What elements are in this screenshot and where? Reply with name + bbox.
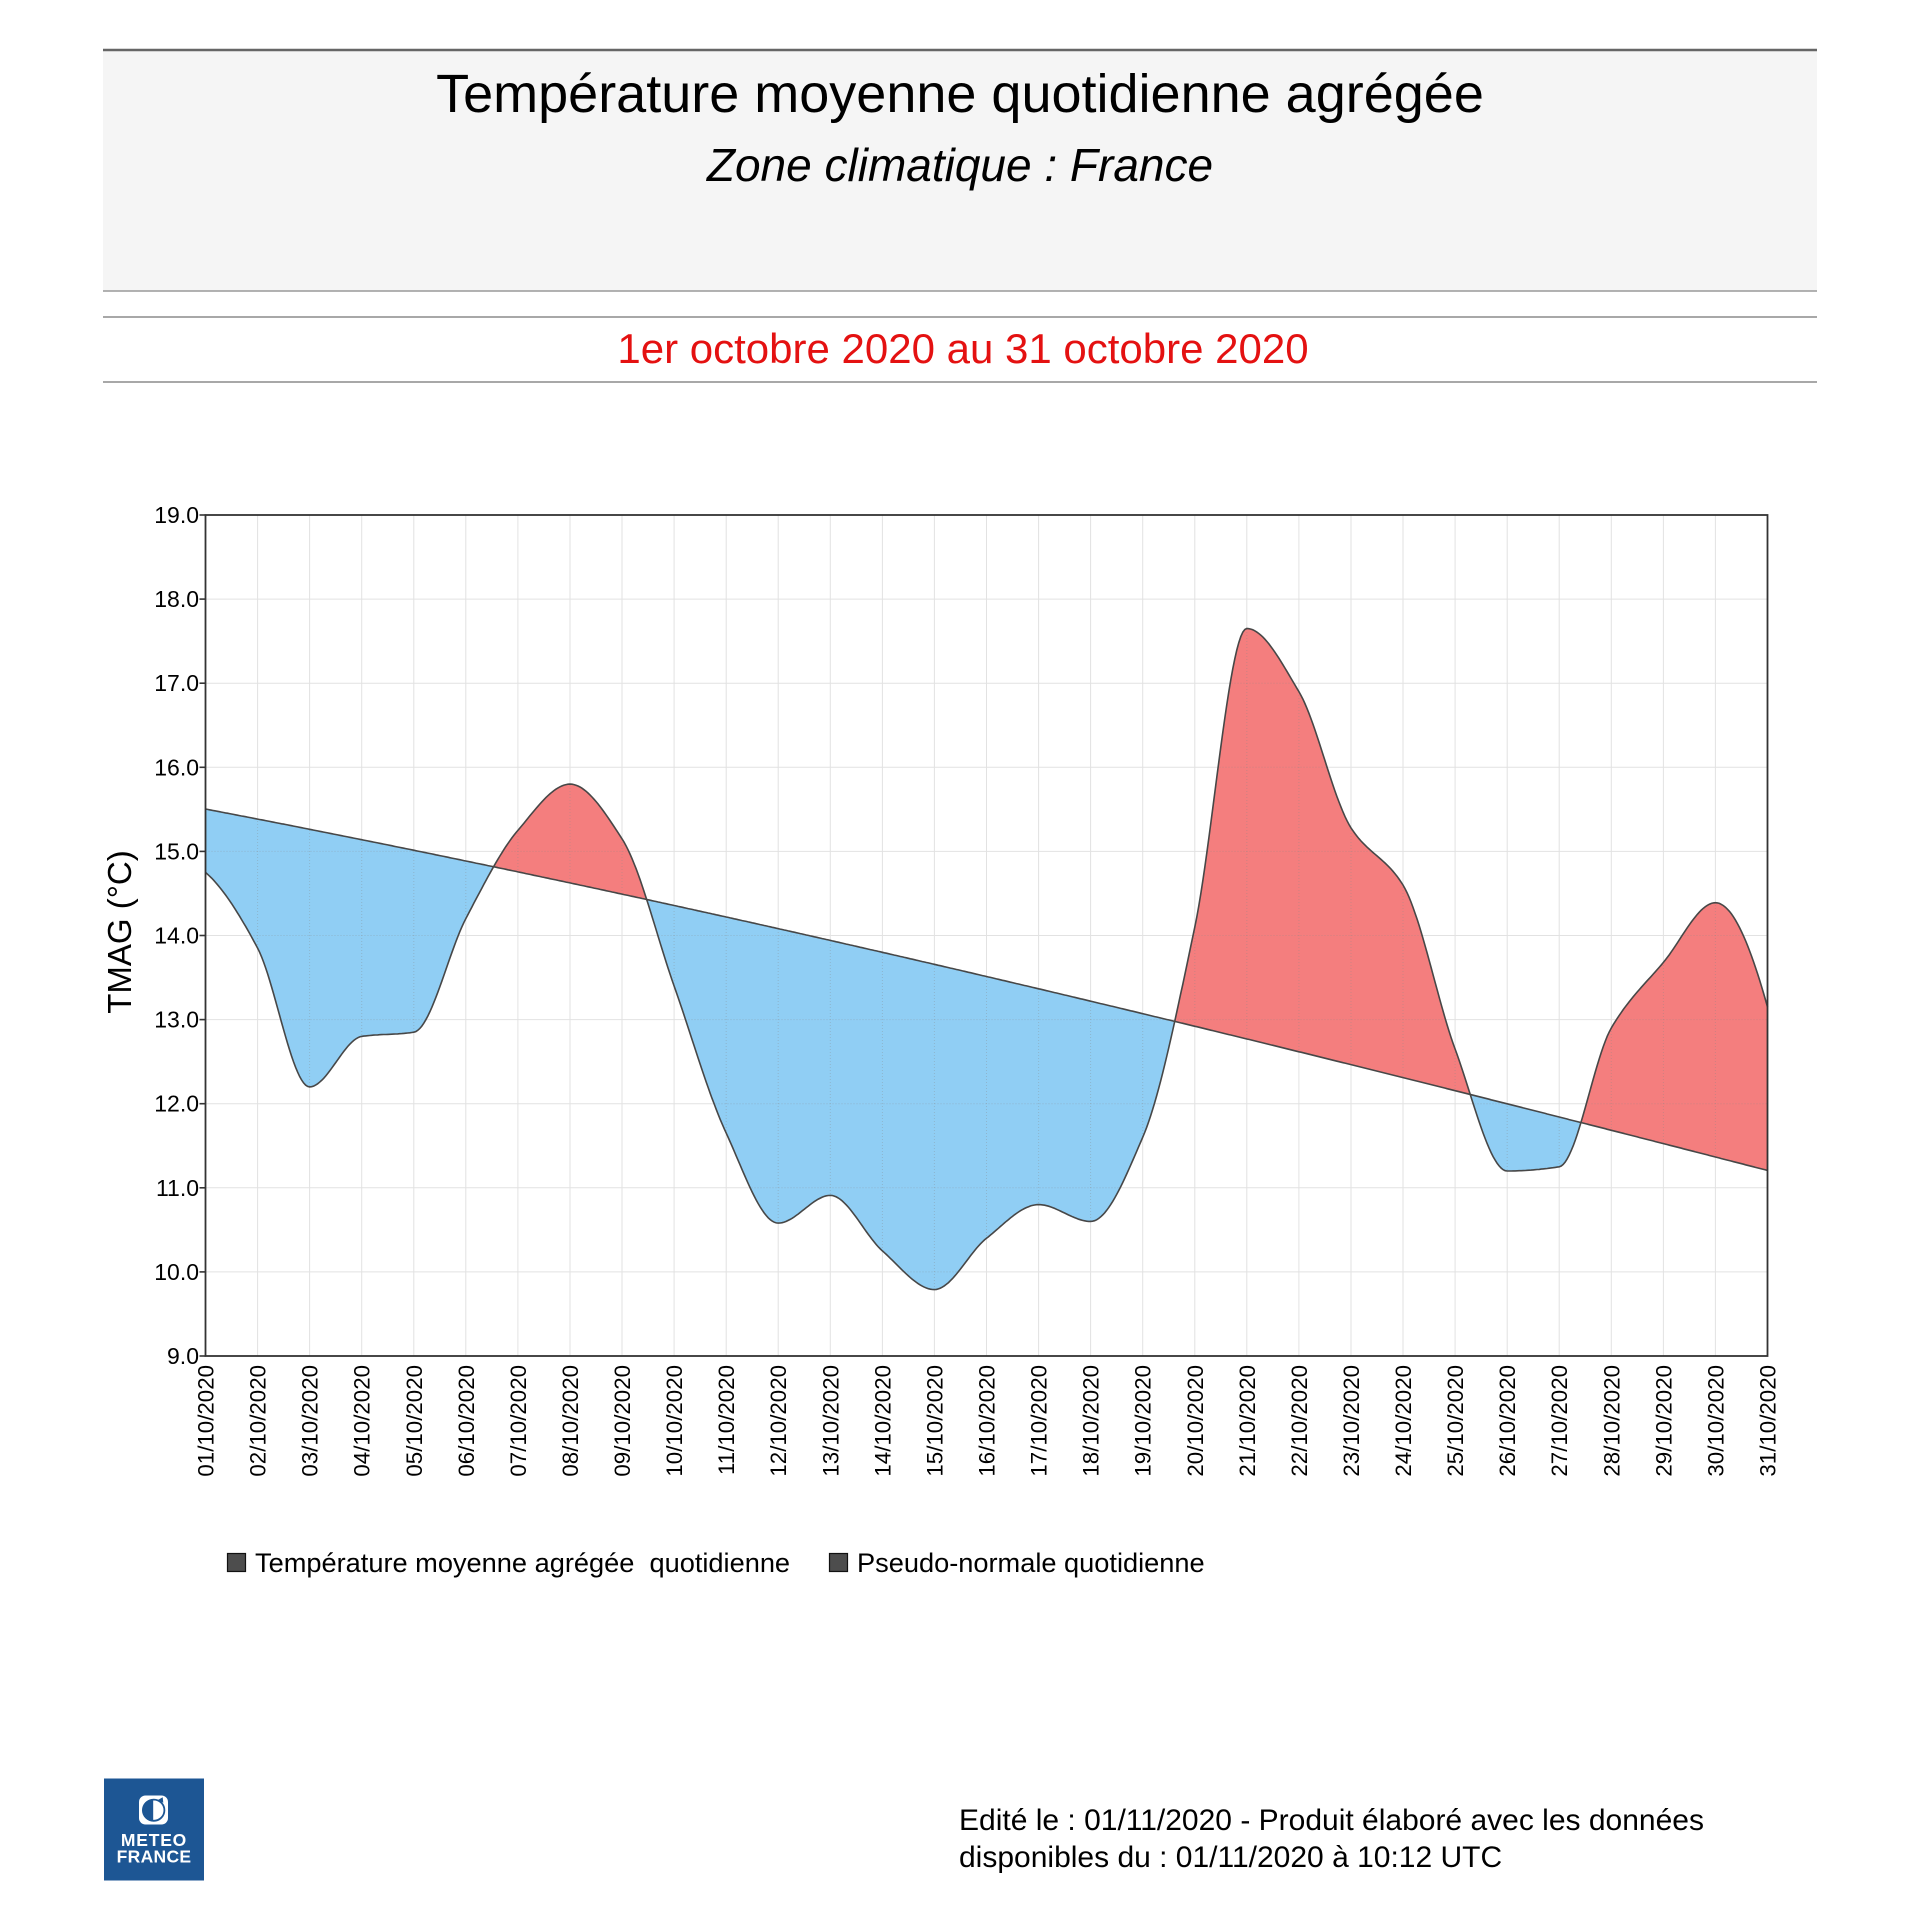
svg-text:14.0: 14.0 (154, 923, 199, 949)
svg-text:20/10/2020: 20/10/2020 (1183, 1365, 1208, 1477)
svg-text:25/10/2020: 25/10/2020 (1443, 1365, 1468, 1477)
svg-text:13.0: 13.0 (154, 1007, 199, 1033)
svg-text:disponibles du : 01/11/2020 à: disponibles du : 01/11/2020 à 10:12 UTC (959, 1841, 1502, 1874)
svg-text:30/10/2020: 30/10/2020 (1703, 1365, 1728, 1477)
svg-text:03/10/2020: 03/10/2020 (298, 1365, 323, 1477)
svg-text:21/10/2020: 21/10/2020 (1235, 1365, 1260, 1477)
svg-text:17/10/2020: 17/10/2020 (1027, 1365, 1052, 1477)
svg-text:11/10/2020: 11/10/2020 (714, 1365, 739, 1475)
svg-text:10/10/2020: 10/10/2020 (662, 1365, 687, 1477)
svg-text:12.0: 12.0 (154, 1091, 199, 1117)
svg-text:Pseudo-normale quotidienne: Pseudo-normale quotidienne (857, 1547, 1205, 1578)
svg-text:28/10/2020: 28/10/2020 (1599, 1365, 1624, 1477)
svg-text:05/10/2020: 05/10/2020 (402, 1365, 427, 1477)
svg-text:26/10/2020: 26/10/2020 (1495, 1365, 1520, 1477)
svg-text:10.0: 10.0 (154, 1259, 199, 1285)
svg-text:14/10/2020: 14/10/2020 (870, 1365, 895, 1477)
svg-text:22/10/2020: 22/10/2020 (1287, 1365, 1312, 1477)
svg-text:29/10/2020: 29/10/2020 (1651, 1365, 1676, 1477)
svg-text:08/10/2020: 08/10/2020 (558, 1365, 583, 1477)
svg-text:16.0: 16.0 (154, 754, 199, 780)
svg-text:13/10/2020: 13/10/2020 (818, 1365, 843, 1477)
svg-text:1er octobre 2020 au 31 octobre: 1er octobre 2020 au 31 octobre 2020 (617, 325, 1308, 372)
svg-text:15.0: 15.0 (154, 838, 199, 864)
svg-text:16/10/2020: 16/10/2020 (975, 1365, 1000, 1477)
svg-text:9.0: 9.0 (167, 1343, 199, 1369)
svg-text:31/10/2020: 31/10/2020 (1756, 1365, 1781, 1477)
svg-text:01/10/2020: 01/10/2020 (194, 1365, 219, 1477)
svg-text:09/10/2020: 09/10/2020 (610, 1365, 635, 1477)
svg-text:15/10/2020: 15/10/2020 (922, 1365, 947, 1477)
svg-text:27/10/2020: 27/10/2020 (1547, 1365, 1572, 1477)
svg-text:12/10/2020: 12/10/2020 (766, 1365, 791, 1477)
svg-text:24/10/2020: 24/10/2020 (1391, 1365, 1416, 1477)
svg-text:07/10/2020: 07/10/2020 (506, 1365, 531, 1477)
svg-text:18/10/2020: 18/10/2020 (1079, 1365, 1104, 1477)
svg-text:17.0: 17.0 (154, 670, 199, 696)
svg-text:06/10/2020: 06/10/2020 (454, 1365, 479, 1477)
svg-text:Température moyenne agrégée q: Température moyenne agrégée quotidienne (255, 1547, 790, 1578)
svg-text:18.0: 18.0 (154, 586, 199, 612)
svg-text:METEO: METEO (121, 1830, 187, 1850)
svg-text:04/10/2020: 04/10/2020 (350, 1365, 375, 1477)
svg-text:Edité le : 01/11/2020 - Produi: Edité le : 01/11/2020 - Produit élaboré … (959, 1804, 1704, 1837)
svg-text:19/10/2020: 19/10/2020 (1131, 1365, 1156, 1477)
svg-text:FRANCE: FRANCE (117, 1847, 192, 1867)
svg-text:Température moyenne quotidienn: Température moyenne quotidienne agrégée (436, 64, 1484, 124)
svg-text:11.0: 11.0 (156, 1175, 199, 1201)
svg-text:02/10/2020: 02/10/2020 (246, 1365, 271, 1477)
svg-text:23/10/2020: 23/10/2020 (1339, 1365, 1364, 1477)
svg-text:TMAG (°C): TMAG (°C) (101, 850, 138, 1014)
svg-text:19.0: 19.0 (154, 502, 199, 528)
svg-text:Zone climatique : France: Zone climatique : France (706, 139, 1213, 191)
